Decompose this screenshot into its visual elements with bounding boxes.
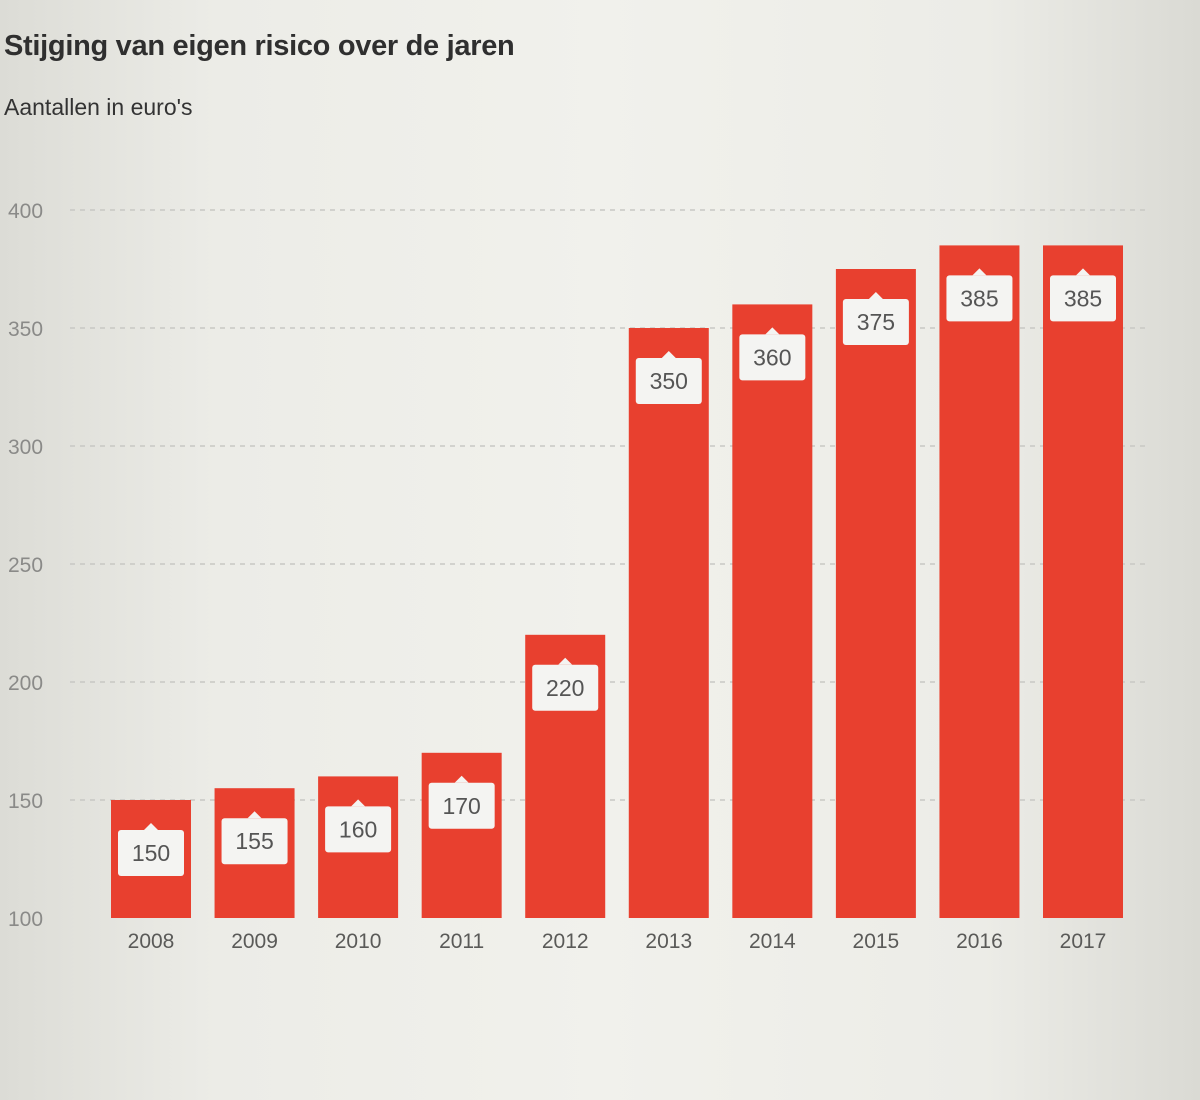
value-label-box xyxy=(221,818,288,865)
value-label-text: 150 xyxy=(132,840,170,866)
x-tick-label: 2008 xyxy=(128,930,175,953)
value-label-pointer xyxy=(558,657,573,665)
bar-2017[interactable] xyxy=(1043,245,1123,918)
value-label-box xyxy=(946,275,1013,322)
value-label-box xyxy=(118,830,184,876)
value-label-2014: 360 xyxy=(739,327,806,381)
y-tick-label: 200 xyxy=(8,672,43,695)
value-label-2016: 385 xyxy=(946,268,1013,322)
value-label-box xyxy=(635,358,702,404)
bar-2013[interactable] xyxy=(628,328,709,918)
value-label-pointer xyxy=(765,327,780,335)
value-label-2017: 385 xyxy=(1050,268,1116,322)
value-label-text: 220 xyxy=(546,675,584,701)
value-label-2008: 150 xyxy=(118,823,184,876)
value-label-text: 170 xyxy=(442,793,480,819)
x-axis-ticks: 2008 2009 2010 2011 2012 2013 2014 2015 2016 2017 xyxy=(128,930,1107,953)
value-label-2011: 170 xyxy=(428,775,495,829)
y-tick-label: 250 xyxy=(8,554,43,577)
value-label-text: 360 xyxy=(753,344,791,370)
value-label-box xyxy=(1050,275,1116,322)
y-axis-ticks: 100 150 200 250 300 350 400 xyxy=(8,200,43,931)
value-label-text: 375 xyxy=(857,309,895,335)
y-tick-label: 100 xyxy=(8,908,43,931)
value-label-2010: 160 xyxy=(325,799,392,853)
value-label-text: 155 xyxy=(235,828,273,854)
bars xyxy=(111,245,1123,918)
x-tick-label: 2015 xyxy=(853,930,900,953)
x-tick-label: 2009 xyxy=(231,930,278,953)
value-label-box xyxy=(325,806,392,853)
value-label-2013: 350 xyxy=(635,351,702,404)
data-labels: 150 155 160 170 220 350 360 375 385 385 xyxy=(118,268,1116,876)
x-tick-label: 2011 xyxy=(439,930,484,953)
value-label-pointer xyxy=(247,811,262,819)
x-tick-label: 2010 xyxy=(335,930,382,953)
x-tick-label: 2012 xyxy=(542,930,589,953)
x-tick-label: 2014 xyxy=(749,930,796,953)
value-label-box xyxy=(842,299,909,345)
x-tick-label: 2016 xyxy=(956,930,1003,953)
value-label-box xyxy=(532,664,599,711)
value-label-text: 160 xyxy=(339,816,377,842)
value-label-box xyxy=(739,334,806,381)
bar-2016[interactable] xyxy=(939,245,1020,918)
value-label-pointer xyxy=(1076,268,1090,276)
value-label-pointer xyxy=(972,268,987,276)
value-label-pointer xyxy=(351,799,366,807)
bar-2014[interactable] xyxy=(732,304,813,918)
x-tick-label: 2017 xyxy=(1060,930,1107,953)
value-label-2009: 155 xyxy=(221,811,288,865)
value-label-text: 350 xyxy=(650,368,688,394)
value-label-2015: 375 xyxy=(842,292,909,345)
y-tick-label: 150 xyxy=(8,790,43,813)
value-label-text: 385 xyxy=(1064,285,1102,311)
chart-subtitle: Aantallen in euro's xyxy=(4,94,193,120)
value-label-2012: 220 xyxy=(532,657,599,711)
y-tick-label: 350 xyxy=(8,318,43,341)
chart-title: Stijging van eigen risico over de jaren xyxy=(4,30,515,62)
x-tick-label: 2013 xyxy=(645,930,692,953)
value-label-pointer xyxy=(144,823,158,830)
value-label-box xyxy=(428,782,495,829)
y-tick-label: 400 xyxy=(8,200,43,223)
value-label-pointer xyxy=(661,351,676,358)
value-label-pointer xyxy=(868,292,883,299)
bar-2015[interactable] xyxy=(835,269,916,918)
value-label-pointer xyxy=(454,775,469,783)
y-tick-label: 300 xyxy=(8,436,43,459)
value-label-text: 385 xyxy=(960,285,998,311)
